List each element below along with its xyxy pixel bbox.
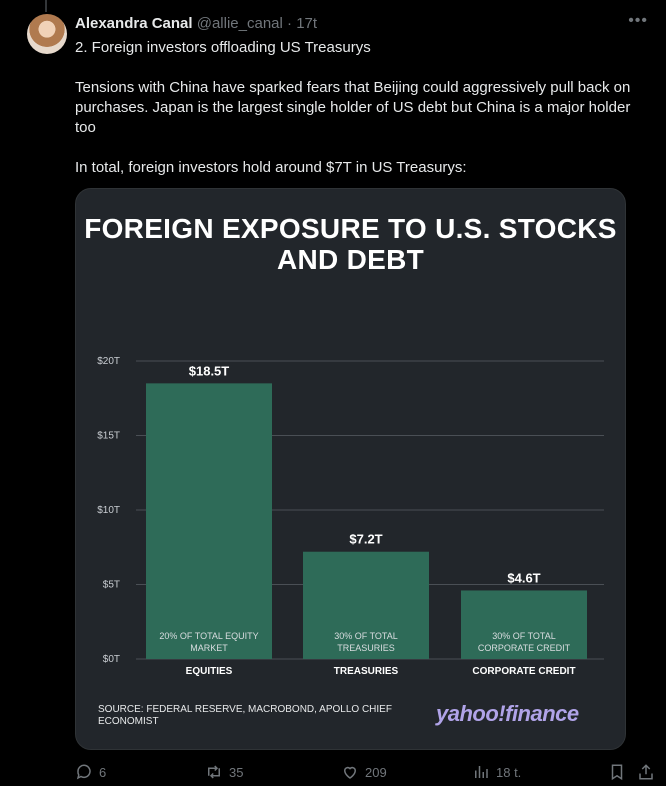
bookmark-button[interactable] bbox=[608, 763, 626, 781]
repost-icon bbox=[208, 765, 220, 779]
repost-button[interactable]: 35 bbox=[205, 763, 243, 781]
bar bbox=[461, 590, 587, 659]
separator: · bbox=[287, 15, 293, 32]
y-tick-label: $15T bbox=[97, 431, 120, 442]
action-bar: 6 35 209 18 t. bbox=[75, 763, 653, 783]
bar-chart: $0T $5T $10T $15T $20T $18.5T 20% OF TOTAL EQU… bbox=[97, 356, 604, 677]
handle[interactable]: @allie_canal bbox=[196, 15, 283, 32]
tweet-paragraph: In total, foreign investors hold around … bbox=[75, 159, 467, 176]
y-tick-label: $0T bbox=[103, 654, 120, 665]
x-tick-label: EQUITIES bbox=[186, 666, 233, 677]
like-icon bbox=[343, 766, 357, 779]
views-icon bbox=[475, 766, 488, 778]
tweet-text: 2. Foreign investors offloading US Treas… bbox=[75, 38, 645, 198]
share-button[interactable] bbox=[637, 763, 655, 781]
data-label: $4.6T bbox=[507, 570, 540, 585]
bar-note: 30% OF TOTAL CORPORATE CREDIT bbox=[478, 631, 571, 653]
like-button[interactable]: 209 bbox=[341, 763, 387, 781]
repost-count: 35 bbox=[229, 764, 244, 780]
ellipsis-icon[interactable]: ••• bbox=[628, 12, 648, 29]
bar-note: 20% OF TOTAL EQUITY MARKET bbox=[159, 631, 258, 653]
share-icon bbox=[639, 764, 653, 780]
bar bbox=[146, 383, 272, 659]
avatar[interactable] bbox=[27, 14, 67, 54]
views-button[interactable]: 18 t. bbox=[472, 763, 521, 781]
tweet-paragraph: Tensions with China have sparked fears t… bbox=[75, 79, 631, 136]
timestamp[interactable]: 17t bbox=[296, 15, 318, 32]
y-tick-label: $5T bbox=[103, 580, 120, 591]
y-tick-label: $10T bbox=[97, 505, 120, 516]
x-tick-label: CORPORATE CREDIT bbox=[472, 666, 575, 677]
reply-count: 6 bbox=[99, 764, 107, 780]
chart-source: SOURCE: FEDERAL RESERVE, MACROBOND, APOL… bbox=[98, 704, 392, 727]
reply-icon bbox=[76, 764, 91, 780]
chart-title: FOREIGN EXPOSURE TO U.S. STOCKS AND DEBT bbox=[84, 213, 617, 275]
x-tick-label: TREASURIES bbox=[334, 666, 399, 677]
bar bbox=[303, 551, 429, 659]
tweet-paragraph: 2. Foreign investors offloading US Treas… bbox=[75, 39, 371, 56]
thread-line bbox=[45, 0, 47, 12]
reply-button[interactable]: 6 bbox=[75, 763, 106, 781]
tweet-media[interactable]: FOREIGN EXPOSURE TO U.S. STOCKS AND DEBT… bbox=[75, 188, 626, 750]
view-count: 18 t. bbox=[496, 764, 522, 780]
bar-note: 30% OF TOTAL TREASURIES bbox=[334, 631, 398, 653]
like-count: 209 bbox=[365, 764, 387, 780]
display-name[interactable]: Alexandra Canal bbox=[75, 15, 193, 32]
y-tick-label: $20T bbox=[97, 356, 120, 367]
bookmark-icon bbox=[611, 764, 623, 781]
tweet-header: Alexandra Canal @allie_canal · 17t bbox=[75, 15, 317, 32]
data-label: $18.5T bbox=[189, 363, 230, 378]
yahoo-finance-logo: yahoo!finance bbox=[436, 701, 579, 726]
data-label: $7.2T bbox=[349, 532, 382, 547]
